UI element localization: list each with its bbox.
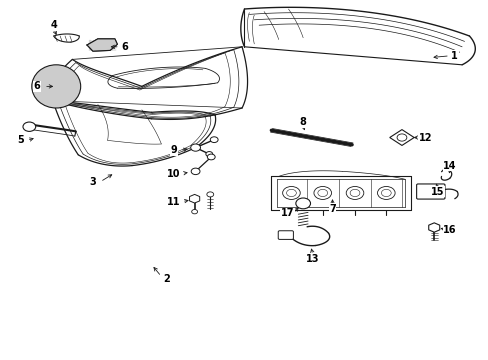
Ellipse shape (32, 65, 81, 108)
Circle shape (377, 186, 394, 199)
Circle shape (295, 198, 310, 209)
Polygon shape (389, 130, 413, 145)
Text: 4: 4 (50, 20, 57, 30)
FancyBboxPatch shape (416, 184, 444, 199)
Text: 17: 17 (280, 208, 294, 218)
Text: 15: 15 (430, 186, 444, 197)
Text: 5: 5 (17, 135, 24, 145)
Circle shape (191, 168, 200, 175)
Text: 12: 12 (418, 132, 431, 143)
Circle shape (396, 134, 406, 141)
Circle shape (210, 137, 218, 143)
Circle shape (207, 154, 215, 160)
Text: 1: 1 (450, 51, 457, 61)
Text: 6: 6 (121, 42, 128, 52)
Circle shape (313, 186, 331, 199)
Text: 14: 14 (442, 161, 456, 171)
Text: 6: 6 (33, 81, 40, 91)
Text: 2: 2 (163, 274, 169, 284)
Circle shape (317, 189, 327, 197)
Circle shape (191, 210, 197, 214)
Circle shape (349, 189, 359, 197)
Circle shape (286, 189, 296, 197)
Text: 9: 9 (170, 145, 177, 156)
Text: 16: 16 (442, 225, 456, 235)
Text: 8: 8 (299, 117, 306, 127)
Circle shape (190, 144, 200, 151)
Polygon shape (428, 223, 439, 232)
Circle shape (205, 152, 212, 157)
Text: 7: 7 (328, 204, 335, 214)
Circle shape (381, 189, 390, 197)
Circle shape (282, 186, 300, 199)
Polygon shape (189, 194, 199, 203)
Polygon shape (87, 39, 117, 51)
Circle shape (23, 122, 36, 131)
Text: 10: 10 (166, 168, 180, 179)
Text: 13: 13 (305, 254, 319, 264)
Text: 3: 3 (89, 177, 96, 187)
Text: 11: 11 (166, 197, 180, 207)
Circle shape (346, 186, 363, 199)
Circle shape (206, 192, 213, 197)
FancyBboxPatch shape (278, 231, 293, 239)
